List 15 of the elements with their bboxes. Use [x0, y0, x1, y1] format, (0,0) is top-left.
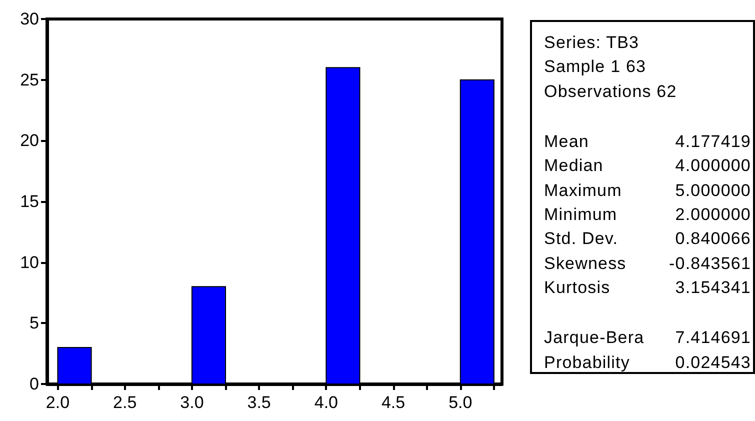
y-tick-label: 30 — [20, 10, 39, 28]
y-tick-label: 10 — [20, 252, 39, 272]
x-tick-label: 4.5 — [381, 393, 406, 412]
x-tick-label: 4.0 — [314, 393, 338, 412]
y-tick-label: 0 — [30, 374, 39, 394]
y-tick-label: 25 — [20, 70, 39, 90]
y-tick-label: 15 — [20, 192, 39, 211]
x-tick-label: 2.5 — [113, 393, 137, 412]
y-tick-label: 20 — [20, 131, 39, 150]
x-tick-label: 3.5 — [247, 393, 271, 412]
y-tick-label: 5 — [30, 314, 39, 333]
stats-frame: Series: TB3 Sample 1 63 Observations 62 Mean 4.177419 Median 4.000000 Maximum 5.000000 Minimum 2.000000 Std. Dev. 0.840066 Skewness -0.843561 Kurtosis 3.154341 Jarque-Bera 7.414691 Probability 0.024543 — [530, 20, 755, 374]
x-tick-label: 3.0 — [180, 393, 204, 412]
x-tick-label: 5.0 — [448, 393, 472, 412]
x-tick-label: 2.0 — [46, 393, 70, 412]
